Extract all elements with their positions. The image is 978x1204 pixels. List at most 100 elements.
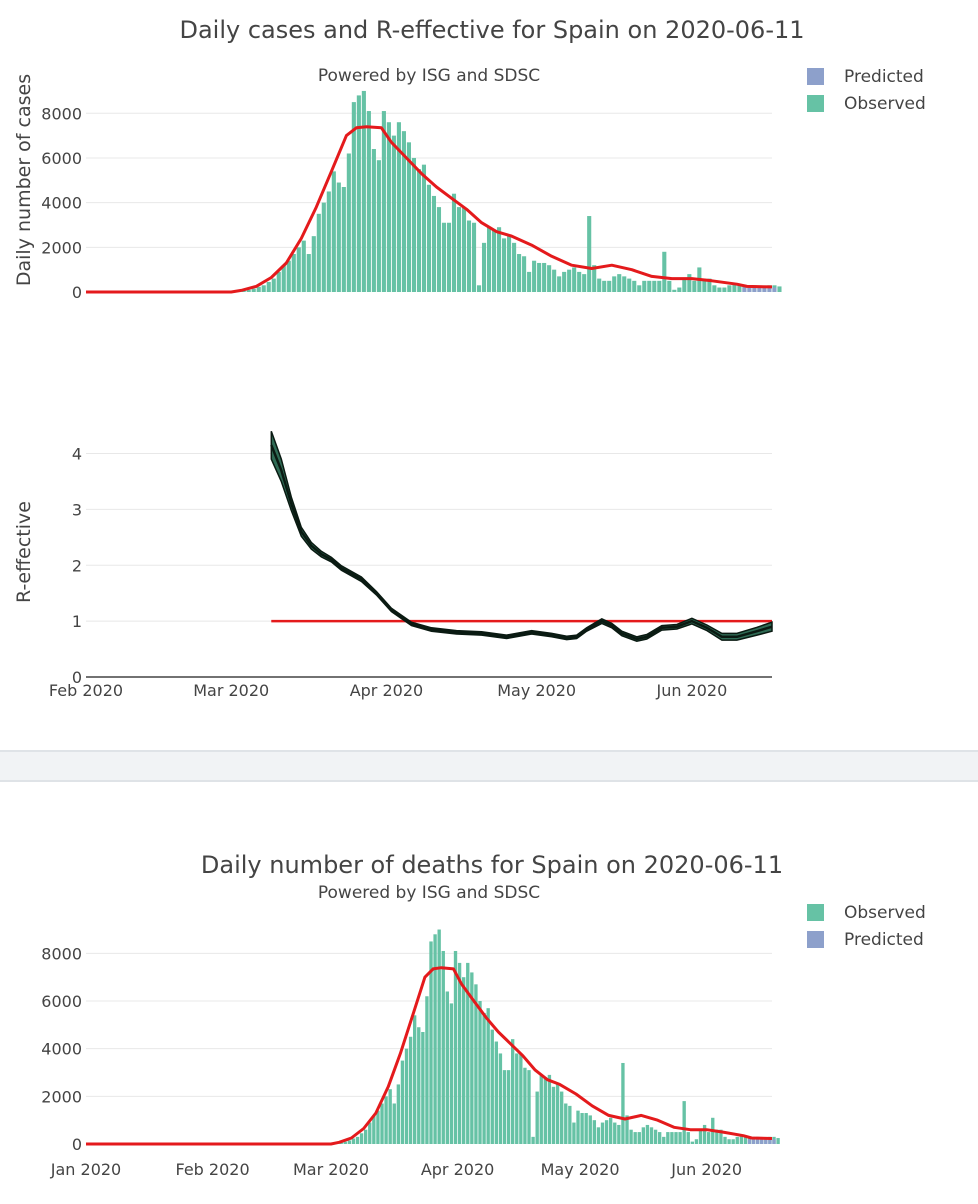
observed-bar <box>466 220 472 292</box>
observed-bar <box>321 202 326 292</box>
observed-bar <box>715 1129 719 1144</box>
observed-bar <box>539 1074 543 1144</box>
observed-bar <box>486 1008 490 1144</box>
observed-bar <box>421 1032 425 1144</box>
deaths-bars[interactable] <box>335 929 780 1144</box>
observed-bar <box>577 271 582 292</box>
predicted-bar <box>747 1139 752 1144</box>
x-tick-label: Jun 2020 <box>655 681 727 700</box>
observed-bar <box>351 102 356 292</box>
observed-bar <box>702 1124 707 1144</box>
observed-bar <box>600 1122 605 1144</box>
observed-bar <box>633 1132 637 1144</box>
observed-bar <box>627 278 632 292</box>
observed-bar <box>276 271 281 292</box>
deaths-trend-line[interactable] <box>86 966 773 1146</box>
observed-bar <box>612 276 617 292</box>
cases-bars[interactable] <box>236 90 782 292</box>
observed-bar <box>576 1110 580 1144</box>
deaths-figure: Daily number of deaths for Spain on 2020… <box>41 851 926 1179</box>
x-tick-label: Mar 2020 <box>293 1160 369 1179</box>
observed-bar <box>617 1124 621 1144</box>
observed-bar <box>371 149 376 292</box>
cases-y-ticks: 0 2000 4000 6000 8000 <box>41 104 82 302</box>
cases-reff-figure: Daily cases and R-effective for Spain on… <box>13 16 926 700</box>
legend-label-predicted[interactable]: Predicted <box>844 67 924 87</box>
y-tick-label: 8000 <box>41 944 82 963</box>
y-tick-label: 0 <box>72 668 82 687</box>
cases-legend[interactable]: Predicted Observed <box>807 67 926 114</box>
observed-bar <box>732 284 737 292</box>
observed-bar <box>678 1132 682 1144</box>
observed-bar <box>641 1127 646 1144</box>
observed-bar <box>743 1135 748 1144</box>
observed-bar <box>560 1091 564 1144</box>
reff-line[interactable] <box>270 444 773 641</box>
deaths-legend[interactable]: Observed Predicted <box>807 903 926 950</box>
legend-label-observed[interactable]: Observed <box>844 903 926 923</box>
observed-bar <box>386 122 391 292</box>
legend-swatch-observed[interactable] <box>807 904 824 921</box>
x-tick-label: Apr 2020 <box>350 681 423 700</box>
observed-bar <box>449 1003 454 1144</box>
observed-bar <box>776 1138 780 1144</box>
legend-swatch-predicted[interactable] <box>807 931 824 948</box>
y-tick-label: 4 <box>72 445 82 464</box>
cases-chart-subtitle: Powered by ISG and SDSC <box>318 66 540 86</box>
observed-bar <box>316 213 321 292</box>
observed-bar <box>411 157 416 292</box>
observed-bar <box>722 287 727 292</box>
observed-bar <box>674 1132 678 1144</box>
observed-bar <box>547 265 552 292</box>
observed-bar <box>486 227 492 292</box>
observed-bar <box>523 1067 527 1144</box>
observed-bar <box>727 1139 731 1144</box>
predicted-bar <box>768 1139 772 1144</box>
predicted-bar <box>752 287 757 292</box>
observed-bar <box>682 1101 686 1144</box>
observed-bar <box>421 164 427 292</box>
observed-bar <box>462 977 466 1144</box>
observed-bar <box>301 240 306 292</box>
reff-y-ticks: 0 1 2 3 4 <box>72 445 82 687</box>
observed-bar <box>502 238 507 292</box>
observed-bar <box>481 242 487 292</box>
observed-bar <box>596 1127 601 1144</box>
cases-trend-line[interactable] <box>86 125 773 294</box>
legend-swatch-predicted[interactable] <box>807 68 824 85</box>
observed-bar <box>527 1070 531 1144</box>
observed-bar <box>281 265 286 292</box>
observed-bar <box>662 1136 666 1144</box>
legend-label-observed[interactable]: Observed <box>844 94 926 114</box>
observed-bar <box>584 1113 588 1144</box>
legend-swatch-observed[interactable] <box>807 95 824 112</box>
observed-bar <box>416 169 421 292</box>
observed-bar <box>490 1029 494 1144</box>
observed-bar <box>343 1141 347 1144</box>
observed-bar <box>587 216 592 292</box>
observed-bar <box>531 1136 535 1144</box>
observed-bar <box>507 236 512 292</box>
observed-bar <box>457 962 462 1144</box>
observed-bar <box>356 95 361 292</box>
observed-bar <box>401 131 406 292</box>
observed-bar <box>649 1127 654 1144</box>
observed-bar <box>392 1103 396 1144</box>
observed-bar <box>551 1086 556 1144</box>
observed-bar <box>437 929 441 1144</box>
observed-bar <box>692 280 697 292</box>
observed-bar <box>537 262 542 292</box>
legend-label-predicted[interactable]: Predicted <box>844 930 924 950</box>
observed-bar <box>735 1136 739 1144</box>
observed-bar <box>653 1129 658 1144</box>
observed-bar <box>547 1074 552 1144</box>
observed-bar <box>515 1053 519 1144</box>
observed-bar <box>617 274 622 292</box>
reff-series-line <box>270 444 773 641</box>
observed-bar <box>341 187 346 292</box>
observed-bar <box>256 286 261 292</box>
x-tick-label: Mar 2020 <box>193 681 269 700</box>
reff-x-ticks: Feb 2020 Mar 2020 Apr 2020 May 2020 Jun 2020 <box>49 681 727 700</box>
x-tick-label: Apr 2020 <box>421 1160 494 1179</box>
y-tick-label: 1 <box>72 612 82 631</box>
